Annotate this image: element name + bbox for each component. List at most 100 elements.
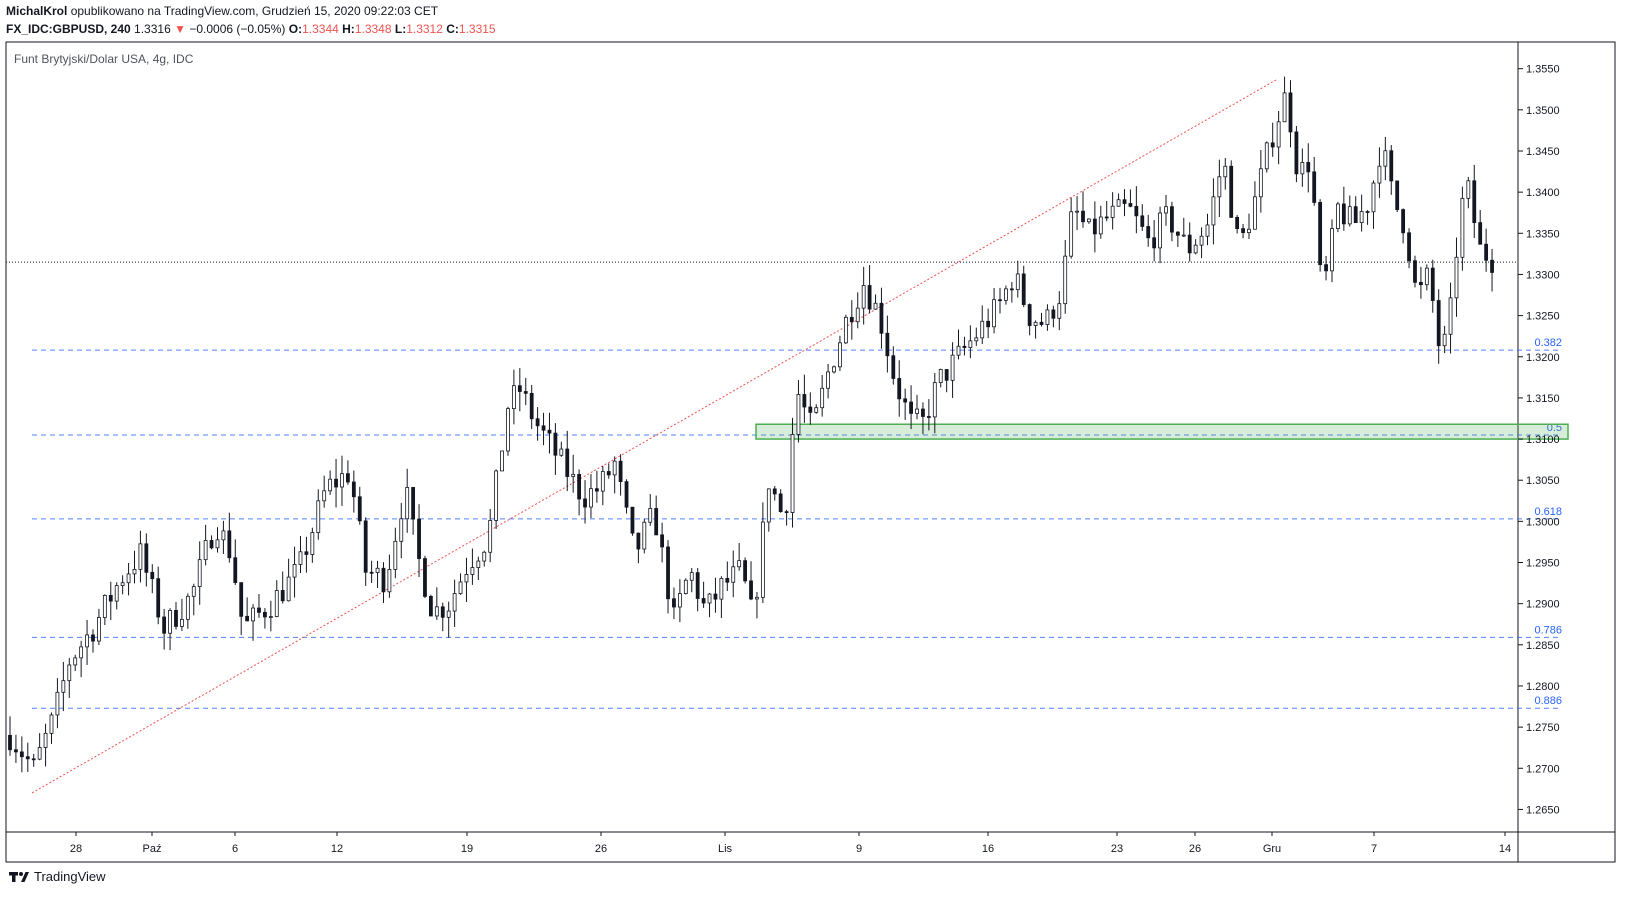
candle-body: [162, 616, 167, 634]
candle-body: [14, 749, 18, 753]
candle-body: [286, 576, 291, 602]
x-tick-label: Paź: [143, 843, 162, 855]
candle-body: [405, 487, 410, 520]
candle-body: [215, 539, 220, 549]
last-price: 1.3316: [134, 22, 171, 36]
candle-body: [583, 498, 587, 508]
candle-body: [488, 520, 493, 553]
candle-body: [423, 558, 427, 597]
candle-body: [1460, 197, 1465, 258]
author-name[interactable]: MichalKrol: [6, 4, 68, 18]
candle-body: [1253, 196, 1257, 230]
candle-body: [1069, 211, 1074, 257]
candle-body: [926, 416, 931, 418]
published-text: opublikowano na TradingView.com, Grudzie…: [70, 4, 439, 18]
open-value: 1.3344: [302, 22, 339, 36]
y-tick-label: 1.2750: [1526, 722, 1560, 734]
candle-body: [938, 369, 943, 384]
price-change: −0.0006 (−0.05%): [189, 22, 286, 36]
candle-body: [458, 581, 463, 594]
candle-body: [411, 487, 416, 520]
chart-title: Funt Brytyjski/Dolar USA, 4g, IDC: [14, 52, 194, 66]
candle-body: [713, 593, 718, 600]
candle-body: [126, 573, 131, 584]
candle-body: [37, 747, 42, 760]
y-tick-label: 1.3200: [1526, 352, 1560, 364]
candle-body: [19, 751, 24, 758]
y-tick-label: 1.3000: [1526, 516, 1560, 528]
candle-body: [725, 578, 730, 583]
candle-body: [233, 557, 238, 584]
candle-body: [1430, 267, 1435, 301]
candle-body: [274, 590, 279, 617]
candle-body: [1004, 288, 1008, 301]
fib-level-label: 0.786: [1534, 624, 1562, 636]
candle-body: [820, 387, 825, 409]
candle-body: [108, 595, 113, 602]
candle-body: [1098, 216, 1103, 235]
candle-body: [654, 508, 659, 536]
candle-body: [25, 756, 30, 760]
y-tick-label: 1.3250: [1526, 311, 1560, 323]
y-tick-label: 1.3100: [1526, 434, 1560, 446]
candle-body: [897, 378, 902, 400]
candle-body: [363, 520, 368, 573]
candle-body: [630, 506, 635, 534]
candle-body: [1181, 234, 1186, 237]
candle-body: [102, 595, 107, 618]
candle-body: [257, 607, 261, 613]
symbol-label: FX_IDC:GBPUSD, 240: [6, 22, 131, 36]
candle-body: [879, 302, 884, 334]
candle-body: [1383, 150, 1388, 167]
candle-body: [683, 579, 688, 595]
candle-body: [594, 488, 599, 492]
candle-body: [832, 366, 836, 373]
candle-body: [1015, 273, 1020, 290]
candle-body: [1152, 237, 1157, 249]
candle-body: [494, 470, 499, 521]
candle-body: [150, 571, 155, 580]
candle-body: [168, 610, 172, 634]
candle-body: [328, 478, 333, 492]
close-label: C:: [446, 22, 459, 36]
tradingview-brand[interactable]: TradingView: [34, 869, 106, 884]
candle-body: [1235, 216, 1240, 230]
candle-body: [120, 582, 125, 587]
candle-body: [802, 394, 807, 408]
candle-body: [464, 574, 469, 583]
candle-body: [1229, 165, 1234, 218]
candle-body: [600, 471, 605, 492]
y-tick-label: 1.3050: [1526, 475, 1560, 487]
candle-body: [1081, 210, 1085, 223]
candle-body: [1205, 224, 1210, 237]
candle-body: [707, 593, 712, 604]
support-zone: [755, 423, 1569, 440]
candle-body: [144, 543, 149, 573]
candle-body: [506, 408, 510, 452]
footer: TradingView: [8, 869, 106, 884]
candle-body: [577, 473, 582, 500]
candle-body: [434, 606, 439, 617]
candle-body: [666, 546, 670, 600]
y-tick-label: 1.3150: [1526, 393, 1560, 405]
candle-body: [1258, 168, 1263, 198]
candle-body: [91, 634, 95, 642]
y-tick-label: 1.2800: [1526, 681, 1560, 693]
fib-level-label: 0.618: [1534, 506, 1562, 518]
candle-body: [1306, 162, 1311, 173]
candle-body: [245, 615, 250, 622]
candle-body: [446, 610, 451, 618]
x-tick-label: 12: [331, 843, 343, 855]
candle-body: [209, 540, 214, 549]
candle-body: [1187, 234, 1192, 254]
candle-body: [677, 593, 682, 608]
y-tick-label: 1.2700: [1526, 763, 1560, 775]
candle-body: [618, 460, 623, 483]
candle-body: [1454, 256, 1459, 299]
candle-body: [1104, 216, 1109, 219]
candle-body: [1033, 321, 1038, 326]
tradingview-logo-icon: [9, 871, 29, 882]
candle-body: [755, 596, 759, 600]
